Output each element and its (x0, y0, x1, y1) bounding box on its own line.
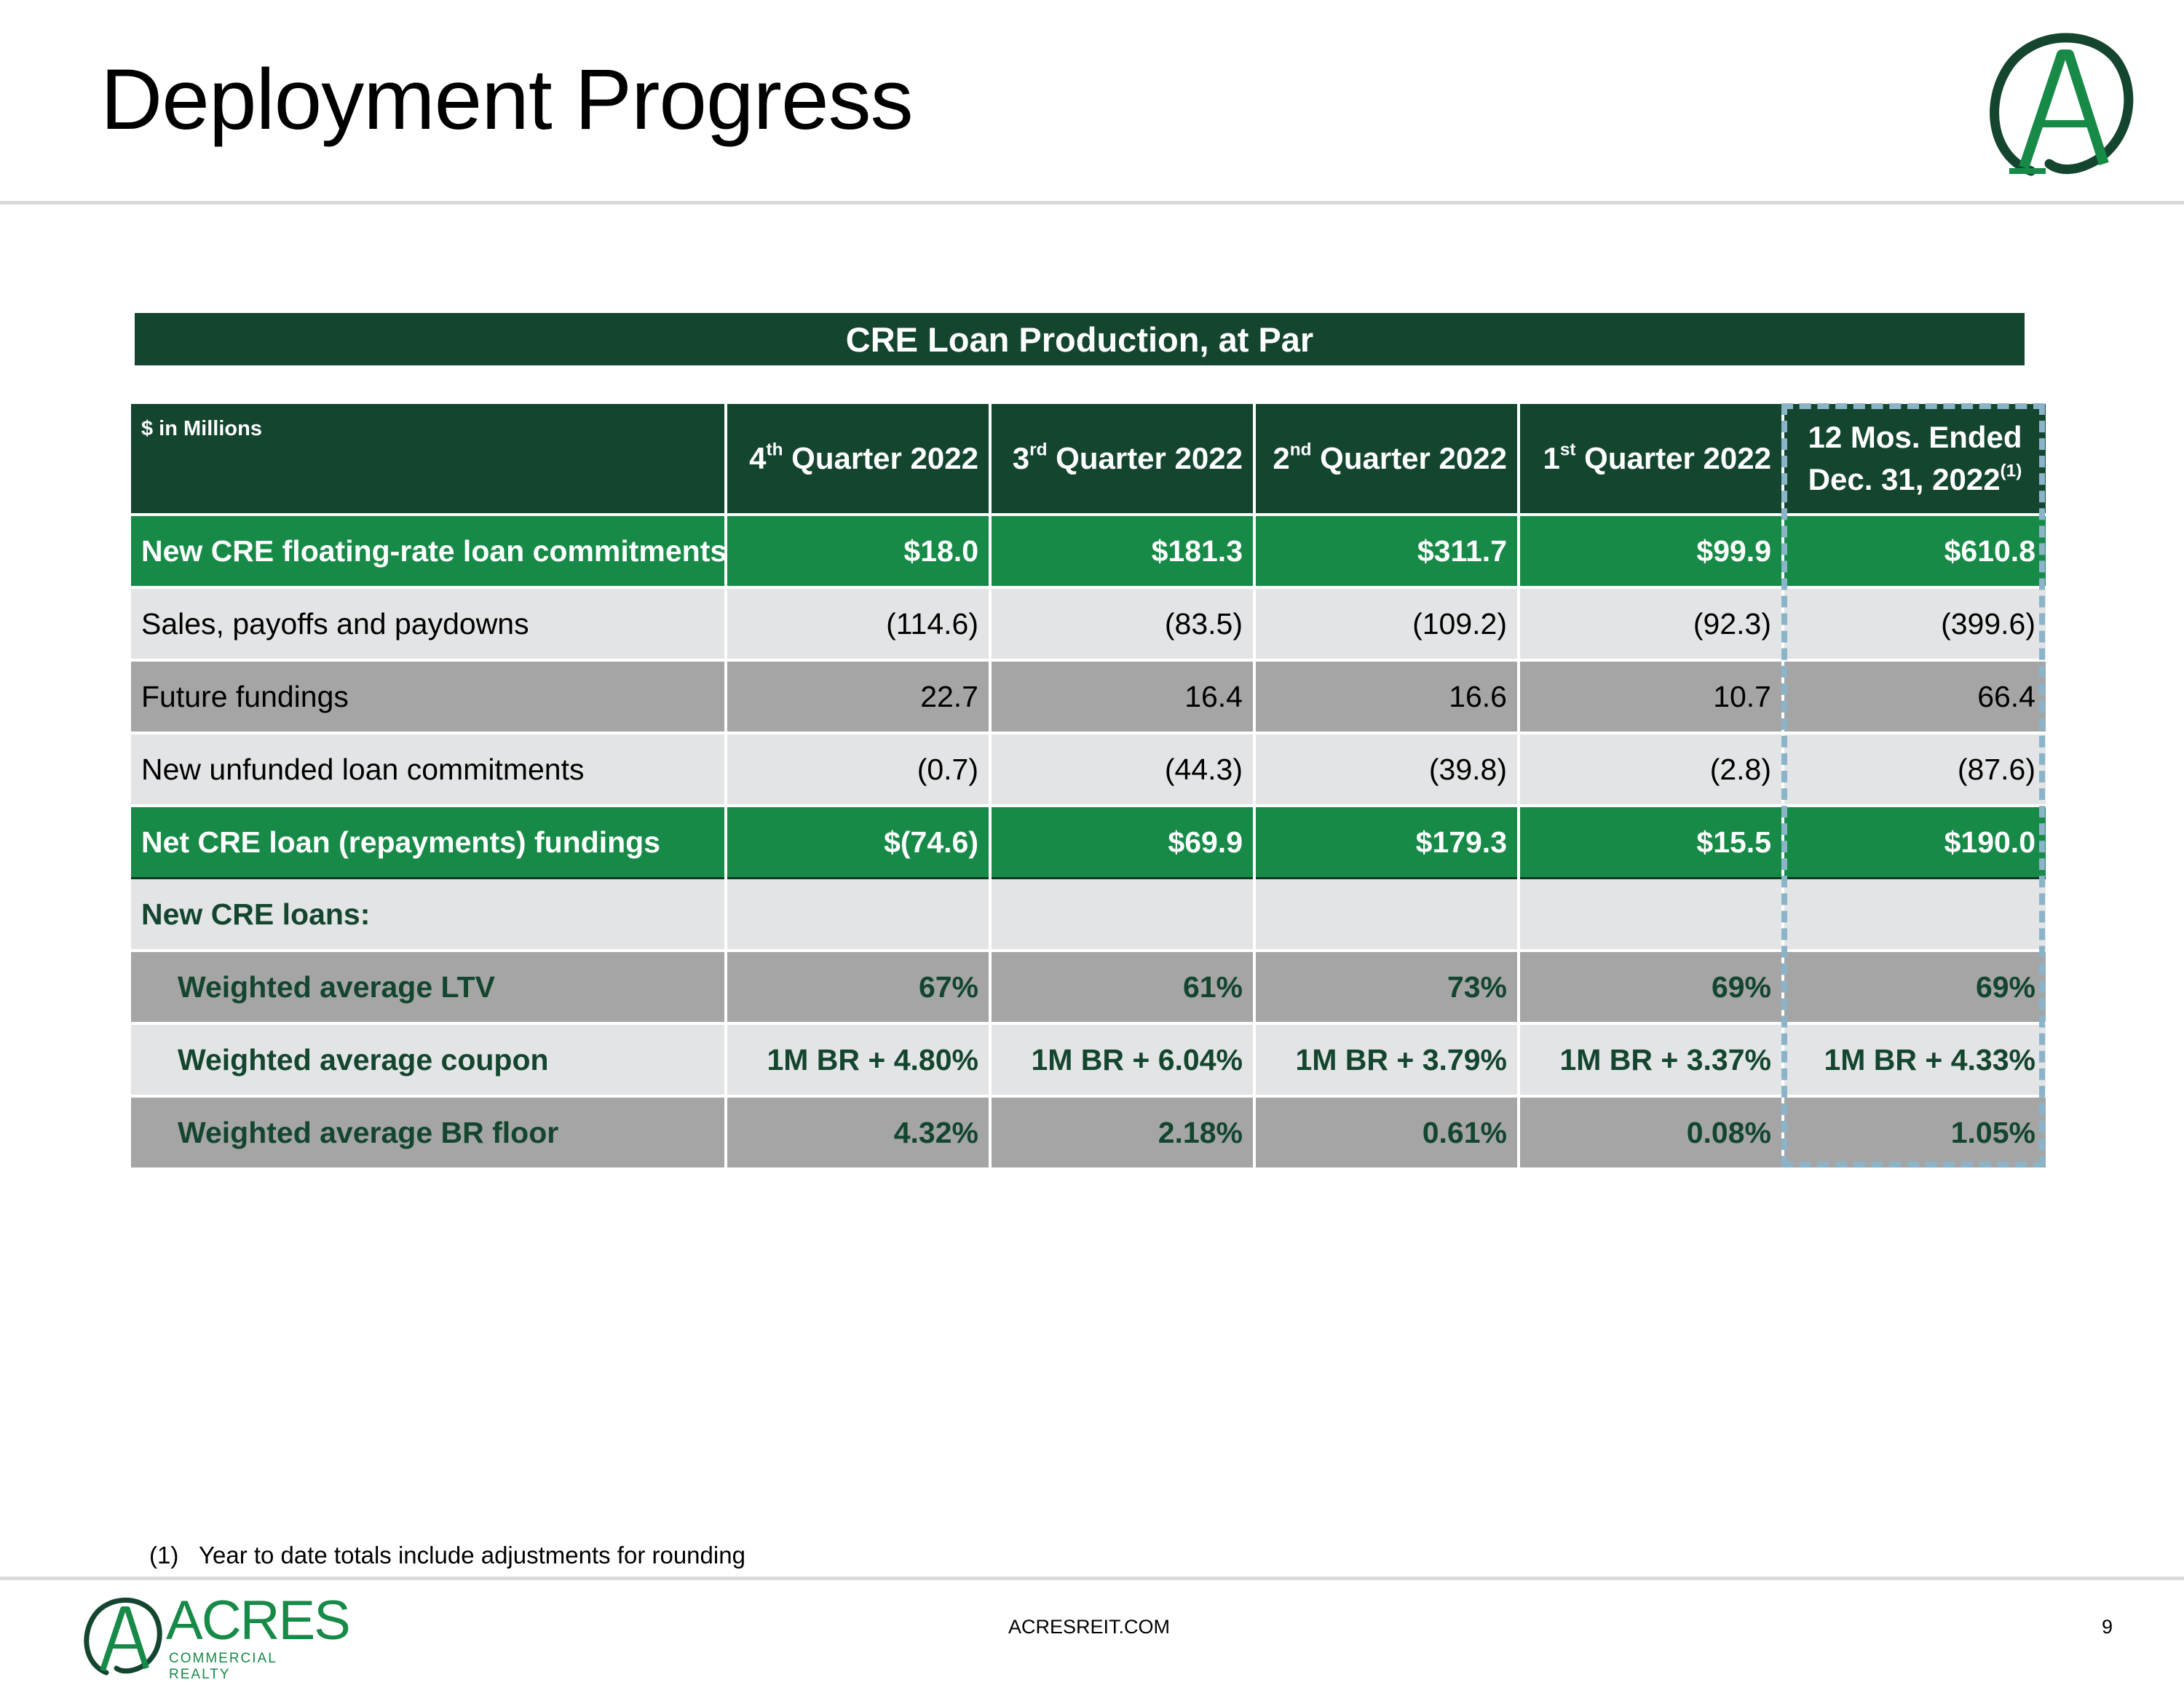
cell-value: 4.32% (726, 1096, 992, 1170)
cell-value: (0.7) (726, 733, 992, 807)
cell-value: 67% (726, 951, 992, 1025)
cell-value: 66.4 (1783, 660, 2046, 734)
row-label: Sales, payoffs and paydowns (131, 587, 727, 662)
row-label: Future fundings (131, 660, 727, 734)
table-section-title: CRE Loan Production, at Par (135, 313, 2025, 365)
row-label: Weighted average BR floor (131, 1096, 727, 1170)
acres-logo-icon (1990, 33, 2134, 176)
cell-value: $18.0 (726, 515, 992, 589)
cell-value: 1M BR + 4.80% (726, 1023, 992, 1098)
cell-value: (39.8) (1254, 733, 1520, 807)
col-q4-2022: 4th Quarter 2022 (726, 404, 992, 516)
page-title: Deployment Progress (100, 52, 914, 148)
table-row: Weighted average BR floor 4.32% 2.18% 0.… (131, 1096, 2046, 1170)
cell-value: 69% (1783, 951, 2046, 1025)
table-row: Weighted average coupon 1M BR + 4.80% 1M… (131, 1023, 2046, 1098)
table-header-row: $ in Millions 4th Quarter 2022 3rd Quart… (131, 404, 2046, 516)
cell-value: $181.3 (990, 515, 1256, 589)
cell-value: (114.6) (726, 587, 992, 662)
footer-divider (0, 1577, 2184, 1580)
cell-value (726, 878, 992, 952)
table-row: Future fundings 22.7 16.4 16.6 10.7 66.4 (131, 660, 2046, 734)
cell-value: $99.9 (1519, 515, 1784, 589)
website-link[interactable]: ACRESREIT.COM (1008, 1616, 1171, 1638)
table-row-subheader: New CRE loans: (131, 878, 2046, 952)
cell-value: 1M BR + 3.79% (1254, 1023, 1520, 1098)
acres-footer-logo: ACRES COMMERCIAL REALTY (79, 1591, 351, 1682)
cell-value: 0.61% (1254, 1096, 1520, 1170)
cell-value: 22.7 (726, 660, 992, 734)
cell-value: $(74.6) (726, 804, 992, 879)
cell-value: (92.3) (1519, 587, 1784, 662)
acres-subtitle: COMMERCIAL REALTY (169, 1651, 277, 1682)
cell-value (1254, 878, 1520, 952)
table-row: Sales, payoffs and paydowns (114.6) (83.… (131, 587, 2046, 662)
acres-wordmark: ACRES (166, 1590, 351, 1652)
cell-value: 16.4 (990, 660, 1256, 734)
cell-value: (109.2) (1254, 587, 1520, 662)
col-q3-2022: 3rd Quarter 2022 (990, 404, 1256, 516)
cell-value: 1M BR + 6.04% (990, 1023, 1256, 1098)
loan-production-table: $ in Millions 4th Quarter 2022 3rd Quart… (131, 404, 2046, 1170)
page-number: 9 (2102, 1616, 2113, 1638)
cell-value: 2.18% (990, 1096, 1256, 1170)
cell-value (990, 878, 1256, 952)
table-row-total: Net CRE loan (repayments) fundings $(74.… (131, 804, 2046, 879)
cell-value: $190.0 (1783, 804, 2046, 879)
table-row: Weighted average LTV 67% 61% 73% 69% 69% (131, 951, 2046, 1025)
cell-value: (83.5) (990, 587, 1256, 662)
cell-value: (44.3) (990, 733, 1256, 807)
row-label: Weighted average LTV (131, 951, 727, 1025)
cell-value: $69.9 (990, 804, 1256, 879)
col-12-months: 12 Mos. Ended Dec. 31, 2022(1) (1783, 404, 2046, 516)
col-q2-2022: 2nd Quarter 2022 (1254, 404, 1520, 516)
row-label: New CRE floating-rate loan commitments (131, 515, 727, 589)
row-label: Weighted average coupon (131, 1023, 727, 1098)
cell-value: (2.8) (1519, 733, 1784, 807)
footnote-number: (1) (149, 1542, 179, 1569)
table-row: New CRE floating-rate loan commitments $… (131, 515, 2046, 589)
cell-value: 1M BR + 4.33% (1783, 1023, 2046, 1098)
cell-value: $610.8 (1783, 515, 2046, 589)
cell-value: 61% (990, 951, 1256, 1025)
footnote: (1) Year to date totals include adjustmen… (149, 1542, 745, 1569)
footnote-text: Year to date totals include adjustments … (199, 1542, 745, 1569)
cell-value: 73% (1254, 951, 1520, 1025)
cell-value: $179.3 (1254, 804, 1520, 879)
row-label: New unfunded loan commitments (131, 733, 727, 807)
cell-value: 16.6 (1254, 660, 1520, 734)
acres-emblem-icon (84, 1597, 162, 1676)
row-label: New CRE loans: (131, 878, 727, 952)
cell-value: $15.5 (1519, 804, 1784, 879)
col-q1-2022: 1st Quarter 2022 (1519, 404, 1784, 516)
cell-value: (87.6) (1783, 733, 2046, 807)
unit-label: $ in Millions (131, 404, 727, 516)
row-label: Net CRE loan (repayments) fundings (131, 804, 727, 879)
cell-value: 1.05% (1783, 1096, 2046, 1170)
cell-value: (399.6) (1783, 587, 2046, 662)
cell-value: 10.7 (1519, 660, 1784, 734)
cell-value: 0.08% (1519, 1096, 1784, 1170)
table-row: New unfunded loan commitments (0.7) (44.… (131, 733, 2046, 807)
cell-value: 69% (1519, 951, 1784, 1025)
cell-value: $311.7 (1254, 515, 1520, 589)
cell-value: 1M BR + 3.37% (1519, 1023, 1784, 1098)
cell-value (1519, 878, 1784, 952)
cell-value (1783, 878, 2046, 952)
header-divider (0, 201, 2184, 205)
